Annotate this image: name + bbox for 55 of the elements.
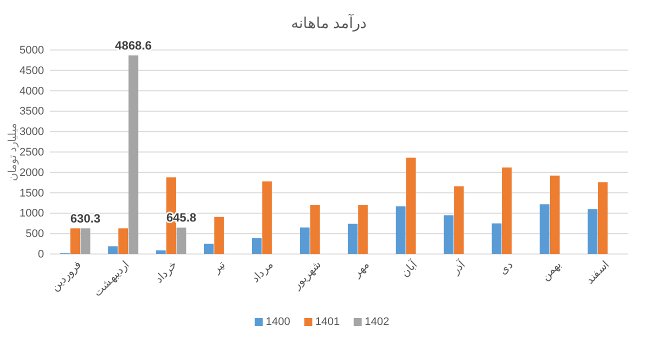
bar bbox=[550, 176, 560, 254]
bar bbox=[396, 206, 406, 254]
data-label: 4868.6 bbox=[115, 38, 152, 52]
y-tick-label: 1500 bbox=[20, 187, 44, 200]
bar bbox=[204, 244, 214, 254]
bar bbox=[156, 250, 166, 254]
x-tick-label: خرداد bbox=[152, 258, 180, 286]
y-tick-label: 4500 bbox=[20, 64, 44, 77]
bar bbox=[214, 216, 224, 254]
bar bbox=[444, 215, 454, 254]
x-tick-label: تیر bbox=[210, 258, 228, 277]
y-tick-label: 1000 bbox=[20, 208, 44, 220]
bar bbox=[406, 158, 416, 254]
y-tick-label: 3000 bbox=[20, 126, 44, 138]
y-tick-label: 2000 bbox=[20, 166, 44, 179]
bar bbox=[262, 181, 272, 254]
bar bbox=[598, 182, 608, 254]
bar bbox=[540, 204, 550, 254]
bar bbox=[252, 238, 262, 254]
y-tick-label: 5000 bbox=[20, 44, 44, 57]
y-axis-title: میلیارد تومان bbox=[7, 122, 19, 182]
x-tick-label: بهمن bbox=[540, 258, 564, 283]
bar bbox=[176, 228, 186, 254]
bar bbox=[300, 227, 310, 254]
y-tick-label: 0 bbox=[38, 248, 44, 261]
bar bbox=[128, 55, 138, 254]
y-tick-label: 3500 bbox=[20, 106, 44, 118]
bar bbox=[348, 224, 358, 254]
bar bbox=[118, 228, 128, 254]
x-tick-label: آبان bbox=[398, 257, 420, 280]
bar bbox=[454, 186, 464, 254]
y-tick-label: 500 bbox=[26, 228, 44, 240]
x-tick-label: مهر bbox=[350, 258, 372, 280]
data-label: 630.3 bbox=[70, 211, 101, 226]
x-tick-label: اسفند bbox=[584, 258, 612, 286]
x-tick-label: فروردین bbox=[49, 258, 84, 294]
legend-label: 1402 bbox=[364, 316, 390, 328]
x-tick-label: دی bbox=[497, 258, 516, 278]
y-tick-label: 2500 bbox=[20, 146, 44, 159]
x-tick-label: آذر bbox=[448, 257, 468, 278]
bar bbox=[108, 246, 118, 254]
bar bbox=[358, 205, 368, 254]
bar bbox=[502, 168, 512, 254]
legend-label: 1400 bbox=[266, 316, 290, 328]
bar bbox=[492, 223, 502, 254]
y-tick-label: 4000 bbox=[20, 85, 44, 98]
x-tick-label: شهریور bbox=[290, 258, 324, 292]
x-tick-label: مرداد bbox=[250, 258, 276, 286]
chart-title: درآمد ماهانه bbox=[290, 14, 368, 32]
x-tick-label: اردیبهشت bbox=[92, 258, 132, 300]
bar bbox=[80, 228, 90, 254]
bar bbox=[70, 228, 80, 254]
bar bbox=[310, 205, 320, 254]
bar bbox=[588, 209, 598, 254]
legend-label: 1401 bbox=[315, 316, 340, 328]
